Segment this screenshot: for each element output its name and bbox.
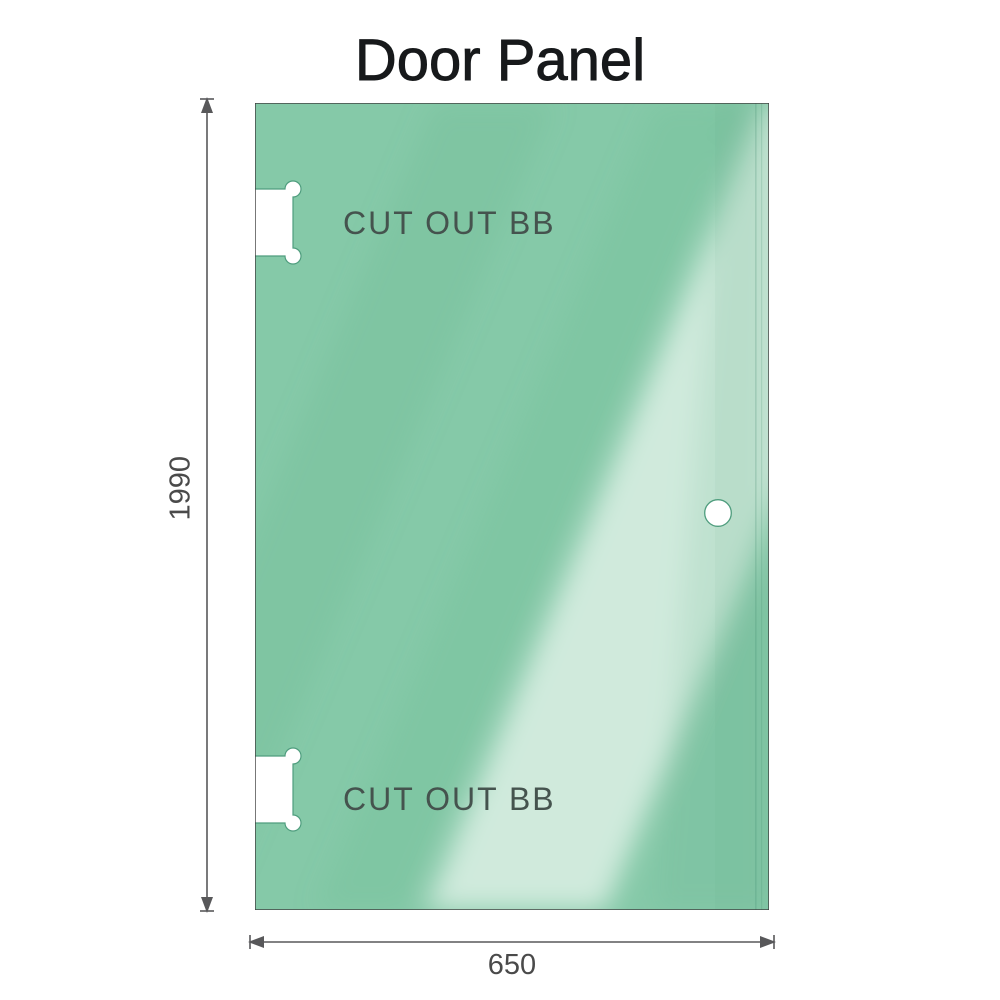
svg-text:CUT OUT BB: CUT OUT BB: [343, 205, 556, 241]
svg-text:CUT OUT BB: CUT OUT BB: [343, 781, 556, 817]
